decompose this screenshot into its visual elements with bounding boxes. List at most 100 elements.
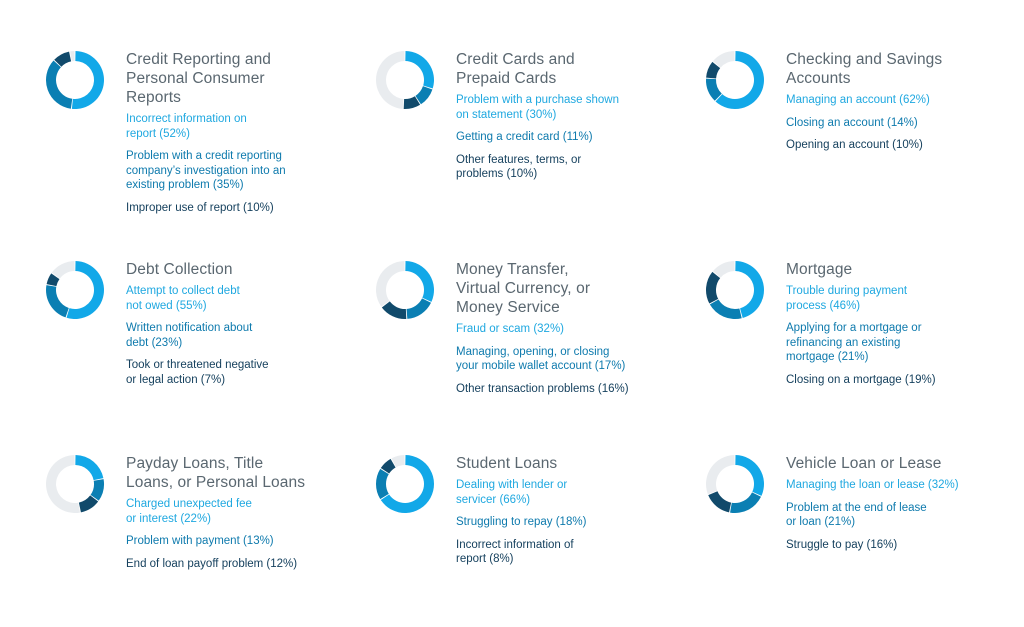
legend-item: Closing on a mortgage (19%) [786,373,1006,388]
legend-item-line: or interest (22%) [126,512,212,525]
donut-segment [381,301,407,319]
chart-title-line: Accounts [786,70,851,87]
legend-item-line: Applying for a mortgage or [786,322,922,334]
chart-text: Debt Collection Attempt to collect debt no… [126,260,346,395]
legend-item-line: Improper use of report (10%) [126,201,274,214]
chart-title-line: Checking and Savings [786,51,943,68]
chart-title-line: Personal Consumer [126,70,265,87]
chart-title: Money Transfer, Virtual Currency, or Money… [456,260,676,317]
legend-item-line: Charged unexpected fee [126,498,252,510]
legend-item: Dealing with lender or servicer (66%) [456,478,676,507]
chart-title-line: Credit Reporting and [126,51,272,68]
donut-remainder [706,455,735,495]
chart-title-line: Prepaid Cards [456,70,557,87]
donut-segment [735,455,764,496]
legend-item: Problem at the end of lease or loan (21%) [786,501,1006,530]
legend-item-line: company’s investigation into an [126,164,286,177]
legend-item: End of loan payoff problem (12%) [126,557,346,572]
chart-title-line: Payday Loans, Title [126,455,264,472]
donut-remainder [391,455,405,468]
donut-chart [376,261,434,319]
donut-remainder [712,51,735,68]
legend-item: Applying for a mortgage or refinancing an… [786,321,1006,365]
legend-item-line: Incorrect information on [126,113,247,125]
donut-segment [706,271,721,304]
donut-segment [66,261,104,319]
legend-item-line: or legal action (7%) [126,373,226,386]
donut-segment [735,261,764,318]
legend-item: Attempt to collect debt not owed (55%) [126,284,346,313]
chart-text: Money Transfer, Virtual Currency, or Money… [456,260,676,404]
donut-segment [46,285,69,318]
chart-text: Credit Reporting and Personal Consumer Rep… [126,50,346,223]
donut-segment [706,61,721,79]
donut-remainder [70,51,75,62]
donut-segment [708,491,732,513]
donut-chart [46,261,104,319]
chart-title: Student Loans [456,454,676,473]
legend-item-line: Opening an account (10%) [786,139,923,151]
donut-segment [376,468,389,500]
legend-item-line: Struggle to pay (16%) [786,538,898,551]
donut-segment [46,60,73,109]
legend-item: Charged unexpected fee or interest (22%) [126,497,346,526]
donut-segment [403,96,421,109]
legend-item-line: servicer (66%) [456,493,531,506]
donut-segment [78,495,99,513]
legend-item: Opening an account (10%) [786,138,1006,153]
legend-item-line: Struggling to repay (18%) [456,516,587,528]
legend-item: Improper use of report (10%) [126,201,346,216]
legend-item-line: not owed (55%) [126,299,207,312]
legend-item-line: Written notification about [126,322,253,334]
donut-remainder [376,261,405,307]
chart-text: Student Loans Dealing with lender or servi… [456,454,676,575]
legend-item-line: problems (10%) [456,168,538,180]
legend-item: Problem with a purchase shown on statemen… [456,93,676,122]
legend-item-line: mortgage (21%) [786,351,869,363]
legend-item-line: Managing an account (62%) [786,94,930,106]
chart-title: Checking and Savings Accounts [786,50,1006,88]
legend-item: Incorrect information on report (52%) [126,112,346,141]
legend-item: Other transaction problems (16%) [456,382,676,397]
legend-item: Struggle to pay (16%) [786,538,1006,553]
donut-chart [706,455,764,513]
legend-item: Closing an account (14%) [786,116,1006,131]
donut-remainder [712,261,735,278]
legend-item: Struggling to repay (18%) [456,515,676,530]
legend-item-line: Attempt to collect debt [126,285,240,297]
legend-item: Managing, opening, or closing your mobile… [456,345,676,374]
chart-text: Mortgage Trouble during payment process (4… [786,260,1006,395]
legend-item: Problem with a credit reporting company’s… [126,149,346,193]
legend-item: Incorrect information of report (8%) [456,538,676,567]
chart-title-line: Credit Cards and [456,51,575,68]
donut-segment [709,299,742,319]
donut-remainder [376,51,405,109]
donut-chart [46,455,104,513]
donut-segment [71,51,104,109]
chart-title: Vehicle Loan or Lease [786,454,1006,473]
legend-item-line: Incorrect information of [456,538,574,551]
legend-item: Written notification about debt (23%) [126,321,346,350]
chart-text: Checking and Savings Accounts Managing an … [786,50,1006,161]
legend-item: Trouble during payment process (46%) [786,284,1006,313]
chart-text: Credit Cards and Prepaid Cards Problem wit… [456,50,676,190]
donut-segment [730,492,762,513]
chart-title: Payday Loans, Title Loans, or Personal Lo… [126,454,346,492]
donut-segment [405,261,434,302]
legend-item: Managing the loan or lease (32%) [786,478,1006,493]
legend-item-line: Other transaction problems (16%) [456,382,629,395]
donut-chart [46,51,104,109]
donut-chart [376,455,434,513]
legend-item: Getting a credit card (11%) [456,130,676,145]
legend-item-line: Problem at the end of lease [786,501,927,514]
legend-item: Took or threatened negative or legal acti… [126,358,346,387]
legend-item-line: Managing, opening, or closing [456,345,610,358]
legend-item-line: existing problem (35%) [126,179,244,191]
legend-item-line: Trouble during payment [786,285,908,297]
donut-segment [380,455,434,513]
legend-item-line: Took or threatened negative [126,359,269,371]
legend-item-line: report (8%) [456,553,514,565]
legend-item-line: Problem with payment (13%) [126,535,274,547]
donut-segment [405,51,434,89]
legend-item-line: Fraud or scam (32%) [456,323,565,335]
